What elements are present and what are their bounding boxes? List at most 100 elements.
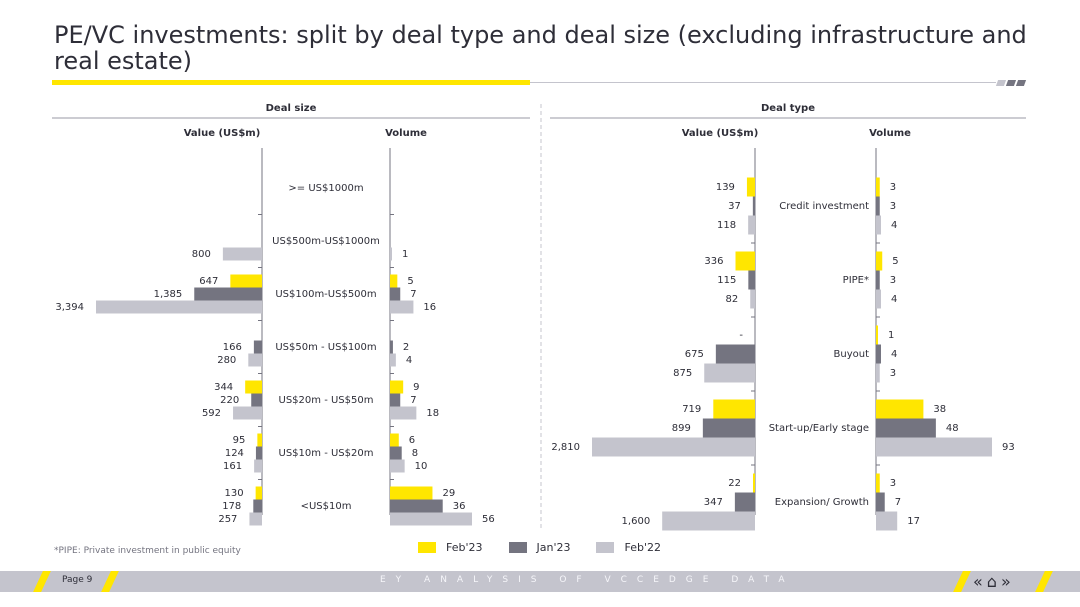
type-value-label: - (739, 330, 743, 341)
legend-item-jan23: Jan'23 (508, 541, 571, 554)
type-value-label: 118 (717, 220, 736, 231)
type-volume-label: 4 (891, 294, 897, 305)
type-category-label: PIPE* (843, 275, 869, 286)
type-value-bar (753, 473, 755, 493)
size-volume-bar (390, 340, 393, 354)
size-volume-label: 1 (402, 249, 408, 260)
size-value-label: 220 (220, 395, 239, 406)
size-value-label: 130 (225, 488, 244, 499)
type-value-bar (750, 289, 755, 309)
type-value-header: Value (US$m) (682, 128, 759, 139)
type-value-bar (734, 492, 755, 512)
type-volume-label: 7 (895, 497, 901, 508)
size-volume-bar (390, 380, 404, 394)
size-volume-bar (390, 247, 392, 261)
home-icon[interactable]: ⌂ (986, 572, 997, 591)
size-value-label: 95 (233, 435, 246, 446)
size-value-label: 161 (223, 461, 242, 472)
size-volume-bar (390, 406, 417, 420)
size-volume-label: 7 (410, 289, 416, 300)
charts-svg: Deal size Value (US$m) Volume >= US$1000m US… (52, 103, 1026, 531)
size-value-label: 647 (199, 276, 218, 287)
type-volume-label: 17 (907, 516, 920, 527)
size-volume-bar (390, 353, 396, 367)
type-value-label: 875 (673, 368, 692, 379)
size-value-bar (248, 353, 262, 367)
footer-tagline: EY ANALYSIS OF VCCEDGE DATA (380, 575, 795, 585)
size-volume-label: 8 (412, 448, 418, 459)
type-volume-bar (876, 289, 881, 309)
size-volume-bar (390, 287, 401, 301)
type-volume-bar (876, 363, 880, 383)
type-volume-bar (876, 437, 992, 457)
size-volume-label: 10 (415, 461, 428, 472)
size-volume-label: 56 (482, 514, 495, 525)
size-volume-label: 6 (409, 435, 415, 446)
size-category-label: US$100m-US$500m (275, 289, 376, 300)
size-value-label: 124 (225, 448, 244, 459)
type-volume-label: 48 (946, 423, 959, 434)
type-volume-bar (876, 251, 883, 271)
size-volume-bar (390, 499, 443, 513)
size-category-label: >= US$1000m (288, 183, 363, 194)
type-volume-bar (876, 344, 881, 364)
size-value-bar (253, 499, 262, 513)
legend-label-jan23: Jan'23 (536, 541, 571, 554)
size-volume-label: 9 (413, 382, 419, 393)
size-value-label: 800 (192, 249, 211, 260)
type-value-label: 139 (716, 182, 735, 193)
type-category-label: Buyout (834, 349, 870, 360)
type-value-label: 719 (682, 404, 701, 415)
size-value-bar (230, 274, 262, 288)
footer-slash-mid (101, 571, 119, 592)
type-value-bar (715, 344, 755, 364)
next-page-icon[interactable]: » (1000, 572, 1011, 591)
type-volume-label: 3 (890, 478, 896, 489)
type-volume-label: 3 (890, 182, 896, 193)
type-value-bar (702, 418, 755, 438)
type-volume-label: 4 (891, 220, 897, 231)
size-volume-label: 2 (403, 342, 409, 353)
footer-slash-end (1035, 571, 1053, 592)
size-value-bar (254, 459, 262, 473)
size-volume-header: Volume (385, 128, 427, 139)
type-volume-bar (876, 473, 880, 493)
type-volume-label: 38 (933, 404, 946, 415)
type-value-bar (748, 215, 755, 235)
size-volume-label: 18 (426, 408, 439, 419)
size-volume-bar (390, 459, 405, 473)
type-value-label: 899 (672, 423, 691, 434)
type-value-label: 82 (726, 294, 739, 305)
type-value-label: 22 (728, 478, 741, 489)
type-value-bar (713, 399, 755, 419)
type-value-label: 115 (717, 275, 736, 286)
size-value-bar (222, 247, 262, 261)
type-volume-label: 4 (891, 349, 897, 360)
type-volume-label: 5 (892, 256, 898, 267)
size-volume-label: 16 (423, 302, 436, 313)
type-value-bar (752, 196, 755, 216)
type-volume-bar (876, 492, 885, 512)
type-value-bar (592, 437, 755, 457)
type-volume-label: 93 (1002, 442, 1015, 453)
type-volume-bar (876, 196, 880, 216)
footer-slash-left (33, 571, 51, 592)
type-volume-bar (876, 418, 936, 438)
size-value-label: 344 (214, 382, 233, 393)
title-divider (530, 82, 996, 83)
size-category-label: <US$10m (301, 501, 352, 512)
size-value-bar (233, 406, 262, 420)
type-value-bar (662, 511, 755, 531)
type-category-label: Start-up/Early stage (769, 423, 869, 434)
type-panel-title: Deal type (761, 103, 815, 114)
footer-bar: Page 9 EY ANALYSIS OF VCCEDGE DATA « ⌂ » (0, 571, 1080, 592)
size-category-label: US$500m-US$1000m (272, 236, 380, 247)
size-value-label: 178 (222, 501, 241, 512)
pipe-footnote: *PIPE: Private investment in public equi… (54, 546, 241, 556)
size-value-bar (255, 446, 262, 460)
prev-page-icon[interactable]: « (973, 572, 983, 591)
size-panel-title: Deal size (266, 103, 317, 114)
type-value-bar (735, 251, 755, 271)
size-value-label: 3,394 (55, 302, 84, 313)
footer-nav: « ⌂ » (973, 571, 1011, 592)
